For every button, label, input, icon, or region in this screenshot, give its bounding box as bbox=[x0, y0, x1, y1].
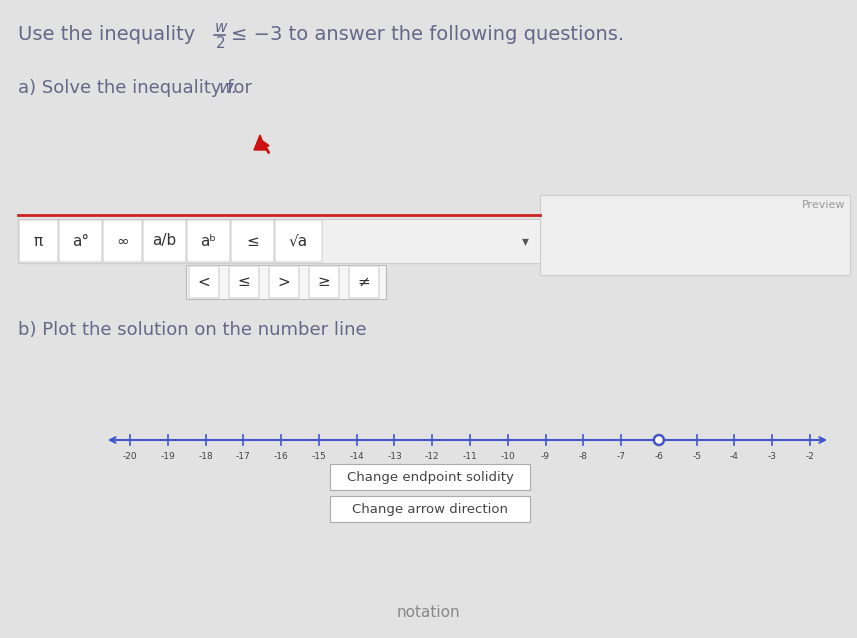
Text: ≤ −3 to answer the following questions.: ≤ −3 to answer the following questions. bbox=[231, 26, 624, 45]
Text: -10: -10 bbox=[500, 452, 515, 461]
FancyBboxPatch shape bbox=[330, 464, 530, 490]
Text: -3: -3 bbox=[768, 452, 776, 461]
FancyBboxPatch shape bbox=[349, 266, 379, 298]
Text: ≠: ≠ bbox=[357, 274, 370, 290]
Text: -14: -14 bbox=[350, 452, 364, 461]
Text: -16: -16 bbox=[273, 452, 289, 461]
Text: <: < bbox=[198, 274, 210, 290]
FancyBboxPatch shape bbox=[186, 265, 386, 299]
FancyBboxPatch shape bbox=[59, 220, 102, 262]
FancyBboxPatch shape bbox=[231, 220, 274, 262]
Text: -5: -5 bbox=[692, 452, 701, 461]
FancyBboxPatch shape bbox=[19, 220, 58, 262]
Text: -17: -17 bbox=[236, 452, 251, 461]
Text: ≤: ≤ bbox=[237, 274, 250, 290]
Text: √a: √a bbox=[289, 234, 308, 248]
Text: -7: -7 bbox=[616, 452, 626, 461]
FancyBboxPatch shape bbox=[309, 266, 339, 298]
FancyBboxPatch shape bbox=[229, 266, 259, 298]
Polygon shape bbox=[254, 135, 266, 150]
Text: Change arrow direction: Change arrow direction bbox=[352, 503, 508, 516]
Text: -15: -15 bbox=[311, 452, 327, 461]
Text: ▾: ▾ bbox=[522, 234, 529, 248]
Text: a°: a° bbox=[72, 234, 89, 248]
Text: π: π bbox=[34, 234, 43, 248]
Text: w.: w. bbox=[218, 79, 237, 97]
Text: -8: -8 bbox=[578, 452, 588, 461]
Text: w: w bbox=[215, 20, 227, 34]
Text: ≥: ≥ bbox=[318, 274, 331, 290]
Text: -20: -20 bbox=[123, 452, 137, 461]
FancyBboxPatch shape bbox=[269, 266, 299, 298]
Text: a) Solve the inequality for: a) Solve the inequality for bbox=[18, 79, 258, 97]
Text: ∞: ∞ bbox=[117, 234, 129, 248]
Text: -18: -18 bbox=[198, 452, 213, 461]
Text: aᵇ: aᵇ bbox=[201, 234, 217, 248]
Text: -12: -12 bbox=[425, 452, 440, 461]
FancyBboxPatch shape bbox=[330, 496, 530, 522]
FancyBboxPatch shape bbox=[103, 220, 142, 262]
Text: Change endpoint solidity: Change endpoint solidity bbox=[346, 470, 513, 484]
Text: -4: -4 bbox=[730, 452, 739, 461]
Bar bbox=[540, 195, 850, 275]
FancyBboxPatch shape bbox=[143, 220, 186, 262]
Text: b) Plot the solution on the number line: b) Plot the solution on the number line bbox=[18, 321, 367, 339]
FancyBboxPatch shape bbox=[275, 220, 322, 262]
Text: -2: -2 bbox=[806, 452, 814, 461]
Text: a/b: a/b bbox=[153, 234, 177, 248]
Text: -13: -13 bbox=[387, 452, 402, 461]
Text: -11: -11 bbox=[463, 452, 477, 461]
Circle shape bbox=[654, 435, 664, 445]
FancyBboxPatch shape bbox=[189, 266, 219, 298]
Text: 2: 2 bbox=[216, 36, 225, 52]
Text: Use the inequality: Use the inequality bbox=[18, 26, 195, 45]
Text: -6: -6 bbox=[655, 452, 663, 461]
Text: >: > bbox=[278, 274, 291, 290]
Text: ≤: ≤ bbox=[246, 234, 259, 248]
FancyBboxPatch shape bbox=[187, 220, 230, 262]
Text: notation: notation bbox=[397, 605, 460, 620]
Bar bbox=[18, 219, 540, 263]
Text: -9: -9 bbox=[541, 452, 550, 461]
Text: -19: -19 bbox=[160, 452, 175, 461]
Text: Preview: Preview bbox=[801, 200, 845, 210]
